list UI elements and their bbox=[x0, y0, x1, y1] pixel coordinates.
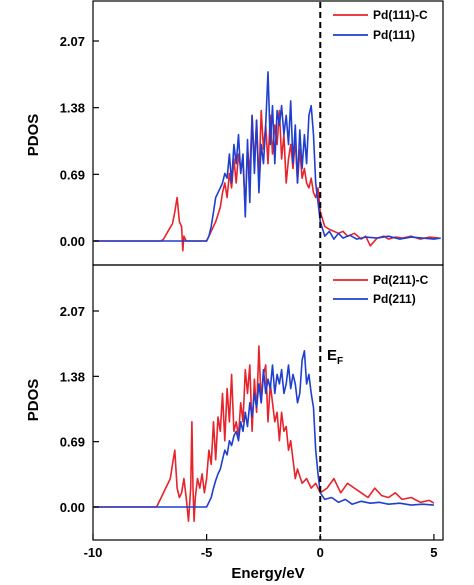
bottom-y-axis-title: PDOS bbox=[25, 379, 42, 422]
top-y-ticks: 0.00 0.69 1.38 2.07 bbox=[60, 34, 99, 249]
x-tick-label-0: -10 bbox=[84, 545, 103, 560]
bottom-series-group bbox=[93, 345, 435, 523]
fermi-label: EF bbox=[327, 347, 343, 367]
bottom-y-tick-label-1: 0.69 bbox=[60, 435, 85, 450]
top-y-tick-label-3: 2.07 bbox=[60, 34, 85, 49]
fermi-label-main: E bbox=[327, 347, 337, 364]
bottom-x-ticks: -10 -5 0 5 bbox=[84, 534, 438, 560]
top-y-tick-label-1: 0.69 bbox=[60, 167, 85, 182]
top-legend: Pd(111)-C Pd(111) bbox=[333, 8, 428, 42]
top-series-group bbox=[93, 71, 441, 252]
top-legend-label-0: Pd(111)-C bbox=[373, 8, 428, 22]
bottom-series-line-1 bbox=[93, 349, 434, 508]
bottom-y-tick-label-3: 2.07 bbox=[60, 304, 85, 319]
bottom-series-line-0 bbox=[93, 345, 435, 523]
top-y-axis-title: PDOS bbox=[25, 114, 42, 157]
top-y-tick-label-2: 1.38 bbox=[60, 101, 85, 116]
bottom-panel-frame bbox=[92, 264, 444, 541]
bottom-y-tick-label-0: 0.00 bbox=[60, 500, 85, 515]
bottom-legend-label-1: Pd(211) bbox=[373, 292, 416, 306]
x-tick-label-1: -5 bbox=[201, 545, 213, 560]
bottom-legend-label-0: Pd(211)-C bbox=[373, 273, 429, 287]
top-series-line-1 bbox=[93, 71, 441, 242]
bottom-y-ticks: 0.00 0.69 1.38 2.07 bbox=[60, 304, 99, 515]
x-axis-title: Energy/eV bbox=[231, 565, 304, 582]
x-tick-label-3: 5 bbox=[430, 545, 437, 560]
bottom-y-tick-label-2: 1.38 bbox=[60, 369, 85, 384]
top-y-tick-label-0: 0.00 bbox=[60, 234, 85, 249]
bottom-legend: Pd(211)-C Pd(211) bbox=[333, 273, 429, 306]
x-tick-label-2: 0 bbox=[317, 545, 324, 560]
fermi-label-subscript: F bbox=[337, 356, 343, 367]
top-legend-label-1: Pd(111) bbox=[373, 28, 415, 42]
